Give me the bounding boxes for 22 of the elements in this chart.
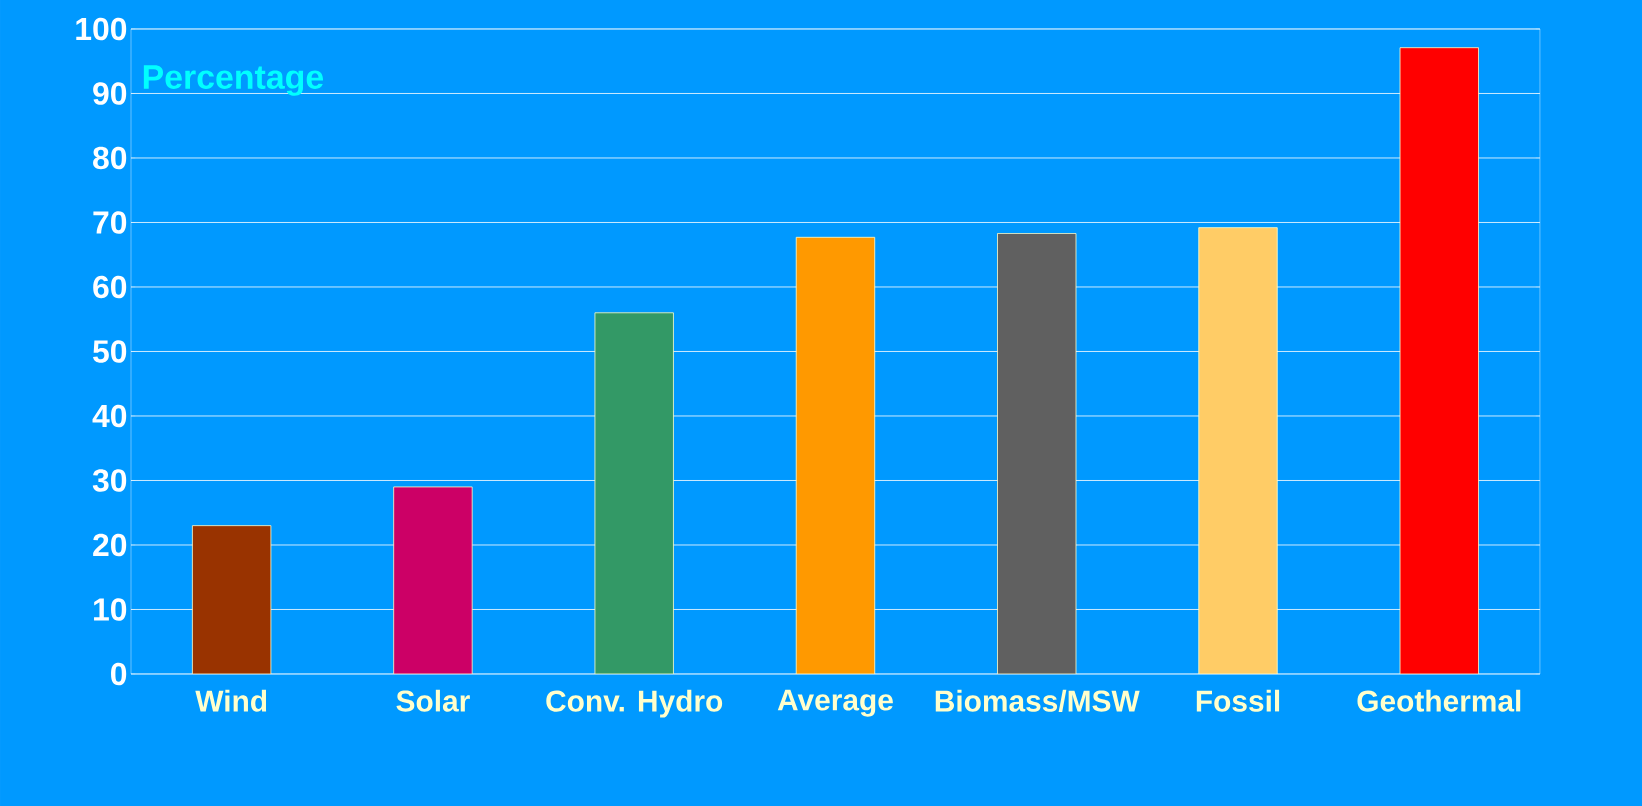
x-tick-label: Average: [777, 689, 893, 717]
x-tick-label: Conv. Hydro: [546, 689, 723, 718]
y-tick-label: 40: [92, 404, 127, 428]
x-tick-label: Wind: [195, 689, 267, 712]
y-tick-label: 80: [93, 146, 127, 170]
x-tick-label: Biomass/MSW: [935, 689, 1140, 713]
y-tick-label: 100: [76, 17, 127, 41]
y-tick-label: 20: [93, 533, 127, 557]
y-axis-title: Percentage: [143, 65, 324, 96]
x-tick-label: Fossil: [1196, 689, 1280, 712]
y-tick-label: 50: [93, 340, 127, 363]
y-tick-label: 70: [93, 211, 127, 234]
y-tick-label: 90: [93, 82, 127, 105]
bar: [393, 486, 473, 674]
x-tick-label: Geothermal: [1357, 689, 1521, 712]
y-tick-label: 30: [92, 469, 127, 492]
y-tick-label: 10: [94, 598, 127, 621]
bar: [1198, 227, 1278, 674]
y-tick-label: 0: [111, 662, 127, 686]
x-tick-label: Solar: [396, 689, 470, 712]
y-tick-label: 60: [93, 275, 127, 299]
bar: [594, 312, 674, 674]
